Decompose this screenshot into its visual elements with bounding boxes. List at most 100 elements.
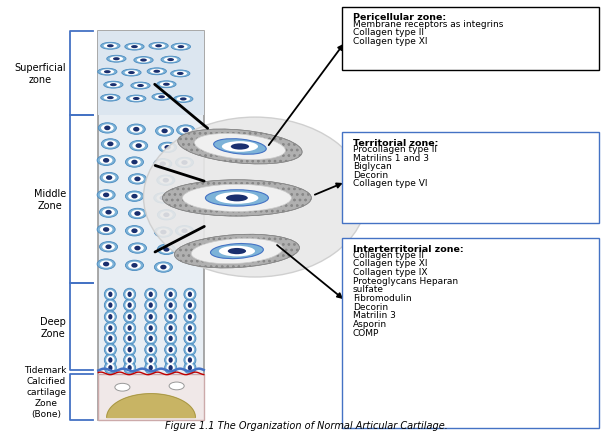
Ellipse shape (216, 193, 258, 204)
Ellipse shape (125, 44, 144, 51)
Text: Deep
Zone: Deep Zone (40, 316, 66, 338)
Text: sulfate: sulfate (353, 285, 384, 294)
Ellipse shape (155, 45, 162, 48)
Ellipse shape (147, 69, 166, 76)
Ellipse shape (169, 358, 173, 363)
Ellipse shape (106, 313, 114, 321)
Text: Superficial
zone: Superficial zone (15, 62, 66, 85)
Ellipse shape (184, 344, 196, 356)
Ellipse shape (108, 347, 113, 352)
Ellipse shape (125, 313, 134, 321)
Ellipse shape (104, 126, 110, 131)
Ellipse shape (132, 143, 145, 150)
Ellipse shape (100, 70, 114, 75)
Ellipse shape (184, 311, 196, 323)
Text: Pericellular zone:: Pericellular zone: (353, 13, 446, 23)
Ellipse shape (104, 311, 116, 323)
Ellipse shape (104, 354, 116, 366)
Ellipse shape (125, 324, 134, 332)
Ellipse shape (103, 174, 116, 182)
Ellipse shape (158, 96, 165, 99)
Ellipse shape (188, 347, 192, 352)
Ellipse shape (161, 57, 180, 64)
Ellipse shape (131, 176, 144, 183)
Ellipse shape (177, 46, 185, 49)
Ellipse shape (106, 364, 114, 372)
Ellipse shape (191, 239, 283, 264)
FancyBboxPatch shape (342, 239, 599, 428)
Ellipse shape (158, 143, 177, 153)
Ellipse shape (175, 226, 194, 237)
Ellipse shape (132, 194, 138, 199)
Ellipse shape (205, 190, 269, 207)
Ellipse shape (231, 144, 249, 150)
Ellipse shape (184, 354, 196, 366)
Ellipse shape (125, 345, 134, 354)
Text: COMP: COMP (353, 328, 379, 337)
Ellipse shape (127, 314, 132, 320)
Ellipse shape (127, 347, 132, 352)
Ellipse shape (108, 292, 113, 297)
Ellipse shape (166, 301, 175, 309)
Ellipse shape (100, 192, 113, 199)
Ellipse shape (99, 242, 118, 252)
Ellipse shape (169, 336, 173, 341)
Ellipse shape (145, 332, 157, 345)
Ellipse shape (222, 142, 258, 152)
Ellipse shape (184, 299, 196, 312)
Ellipse shape (160, 230, 166, 235)
Ellipse shape (166, 364, 175, 372)
Ellipse shape (125, 158, 144, 168)
Ellipse shape (169, 292, 173, 297)
Ellipse shape (147, 364, 155, 372)
Text: Procollagen type II: Procollagen type II (353, 145, 437, 154)
Ellipse shape (188, 358, 192, 363)
Ellipse shape (186, 301, 194, 309)
Ellipse shape (177, 73, 184, 76)
Ellipse shape (135, 212, 141, 216)
Ellipse shape (125, 334, 134, 343)
Ellipse shape (145, 289, 157, 301)
Ellipse shape (102, 243, 115, 251)
Text: Figure 1.1 The Organization of Normal Articular Cartilage.: Figure 1.1 The Organization of Normal Ar… (165, 421, 448, 431)
Ellipse shape (161, 145, 174, 151)
Ellipse shape (183, 128, 189, 133)
Ellipse shape (124, 332, 136, 345)
Ellipse shape (184, 322, 196, 334)
Ellipse shape (180, 194, 192, 201)
Ellipse shape (155, 126, 174, 137)
Ellipse shape (211, 244, 263, 259)
Ellipse shape (164, 289, 177, 301)
Ellipse shape (108, 358, 113, 363)
Ellipse shape (175, 158, 194, 168)
Ellipse shape (166, 324, 175, 332)
Ellipse shape (183, 195, 189, 200)
Ellipse shape (149, 347, 153, 352)
Ellipse shape (169, 314, 173, 320)
Ellipse shape (100, 43, 120, 50)
FancyBboxPatch shape (342, 8, 599, 70)
Ellipse shape (147, 345, 155, 354)
Ellipse shape (180, 127, 192, 135)
Ellipse shape (103, 193, 109, 198)
Ellipse shape (188, 314, 192, 320)
Ellipse shape (145, 299, 157, 312)
Ellipse shape (97, 225, 115, 235)
Ellipse shape (130, 141, 148, 151)
Ellipse shape (107, 56, 126, 63)
Ellipse shape (163, 181, 311, 217)
Text: Decorin: Decorin (353, 171, 388, 179)
Text: Asporin: Asporin (353, 319, 387, 328)
Ellipse shape (104, 344, 116, 356)
Ellipse shape (186, 356, 194, 365)
Ellipse shape (186, 364, 194, 372)
Ellipse shape (104, 332, 116, 345)
Ellipse shape (137, 85, 144, 88)
Ellipse shape (145, 311, 157, 323)
Text: Fibromodulin: Fibromodulin (353, 293, 411, 302)
Ellipse shape (184, 289, 196, 301)
Ellipse shape (128, 45, 141, 50)
Ellipse shape (171, 44, 191, 51)
Ellipse shape (186, 345, 194, 354)
Ellipse shape (164, 146, 171, 150)
